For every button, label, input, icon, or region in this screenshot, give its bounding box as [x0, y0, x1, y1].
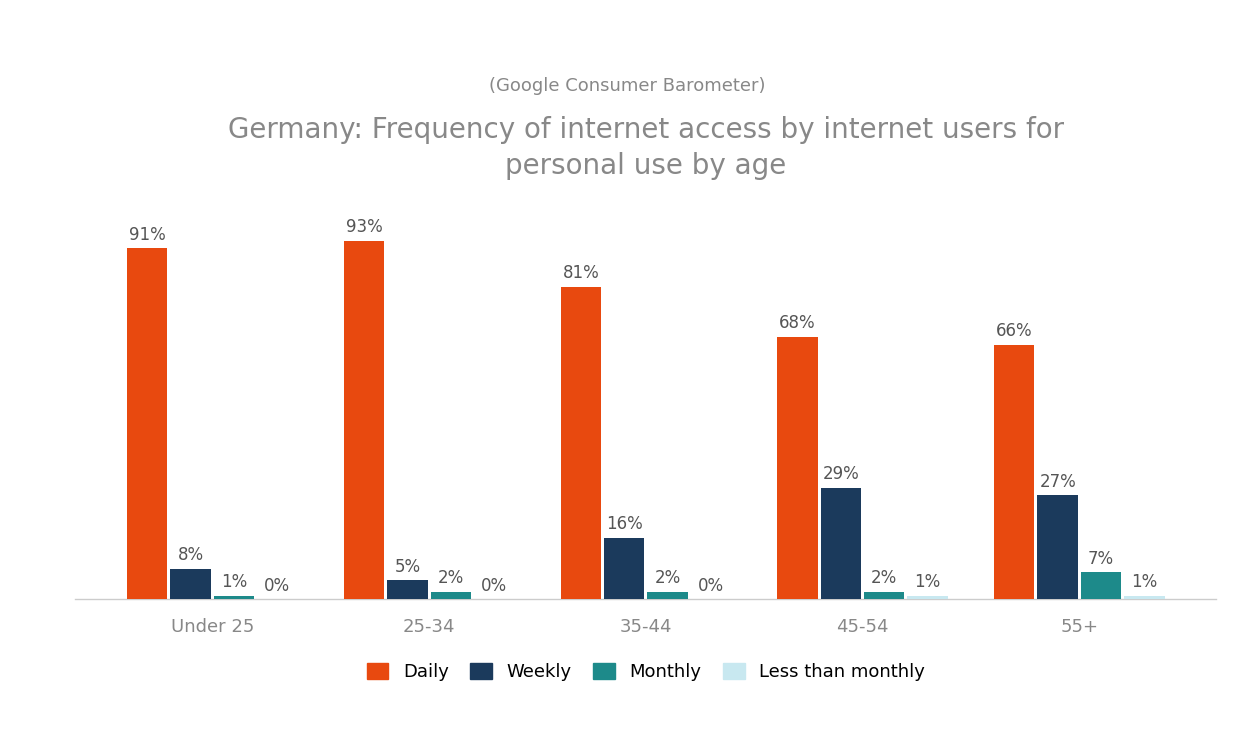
- Text: 1%: 1%: [221, 573, 247, 591]
- Text: 0%: 0%: [482, 577, 507, 595]
- Text: 1%: 1%: [1131, 573, 1157, 591]
- Bar: [387, 580, 428, 599]
- Text: 2%: 2%: [438, 569, 464, 587]
- Text: 0%: 0%: [265, 577, 291, 595]
- Text: 16%: 16%: [606, 515, 642, 533]
- Text: (Google Consumer Barometer): (Google Consumer Barometer): [489, 77, 765, 95]
- Bar: [171, 569, 211, 599]
- Text: 27%: 27%: [1040, 473, 1076, 491]
- Bar: [604, 538, 645, 599]
- Text: 1%: 1%: [914, 573, 940, 591]
- Text: 2%: 2%: [655, 569, 681, 587]
- Text: 8%: 8%: [178, 546, 203, 564]
- Text: 7%: 7%: [1088, 550, 1114, 568]
- Text: 81%: 81%: [562, 265, 599, 282]
- Bar: [994, 345, 1035, 599]
- Text: 29%: 29%: [823, 465, 859, 483]
- Text: 5%: 5%: [394, 558, 420, 575]
- Bar: [1081, 572, 1121, 599]
- Text: 0%: 0%: [697, 577, 724, 595]
- Title: Germany: Frequency of internet access by internet users for
personal use by age: Germany: Frequency of internet access by…: [228, 115, 1063, 181]
- Bar: [777, 337, 818, 599]
- Bar: [647, 591, 687, 599]
- Bar: [214, 596, 255, 599]
- Bar: [820, 488, 861, 599]
- Bar: [127, 249, 168, 599]
- Bar: [561, 287, 601, 599]
- Bar: [1037, 496, 1077, 599]
- Bar: [430, 591, 472, 599]
- Bar: [908, 596, 948, 599]
- Text: 91%: 91%: [129, 226, 166, 243]
- Text: 66%: 66%: [996, 322, 1032, 340]
- Text: 93%: 93%: [346, 218, 382, 236]
- Text: 2%: 2%: [872, 569, 898, 587]
- Bar: [1124, 596, 1165, 599]
- Legend: Daily, Weekly, Monthly, Less than monthly: Daily, Weekly, Monthly, Less than monthl…: [366, 662, 925, 681]
- Bar: [864, 591, 904, 599]
- Text: 68%: 68%: [779, 314, 816, 333]
- Bar: [344, 240, 384, 599]
